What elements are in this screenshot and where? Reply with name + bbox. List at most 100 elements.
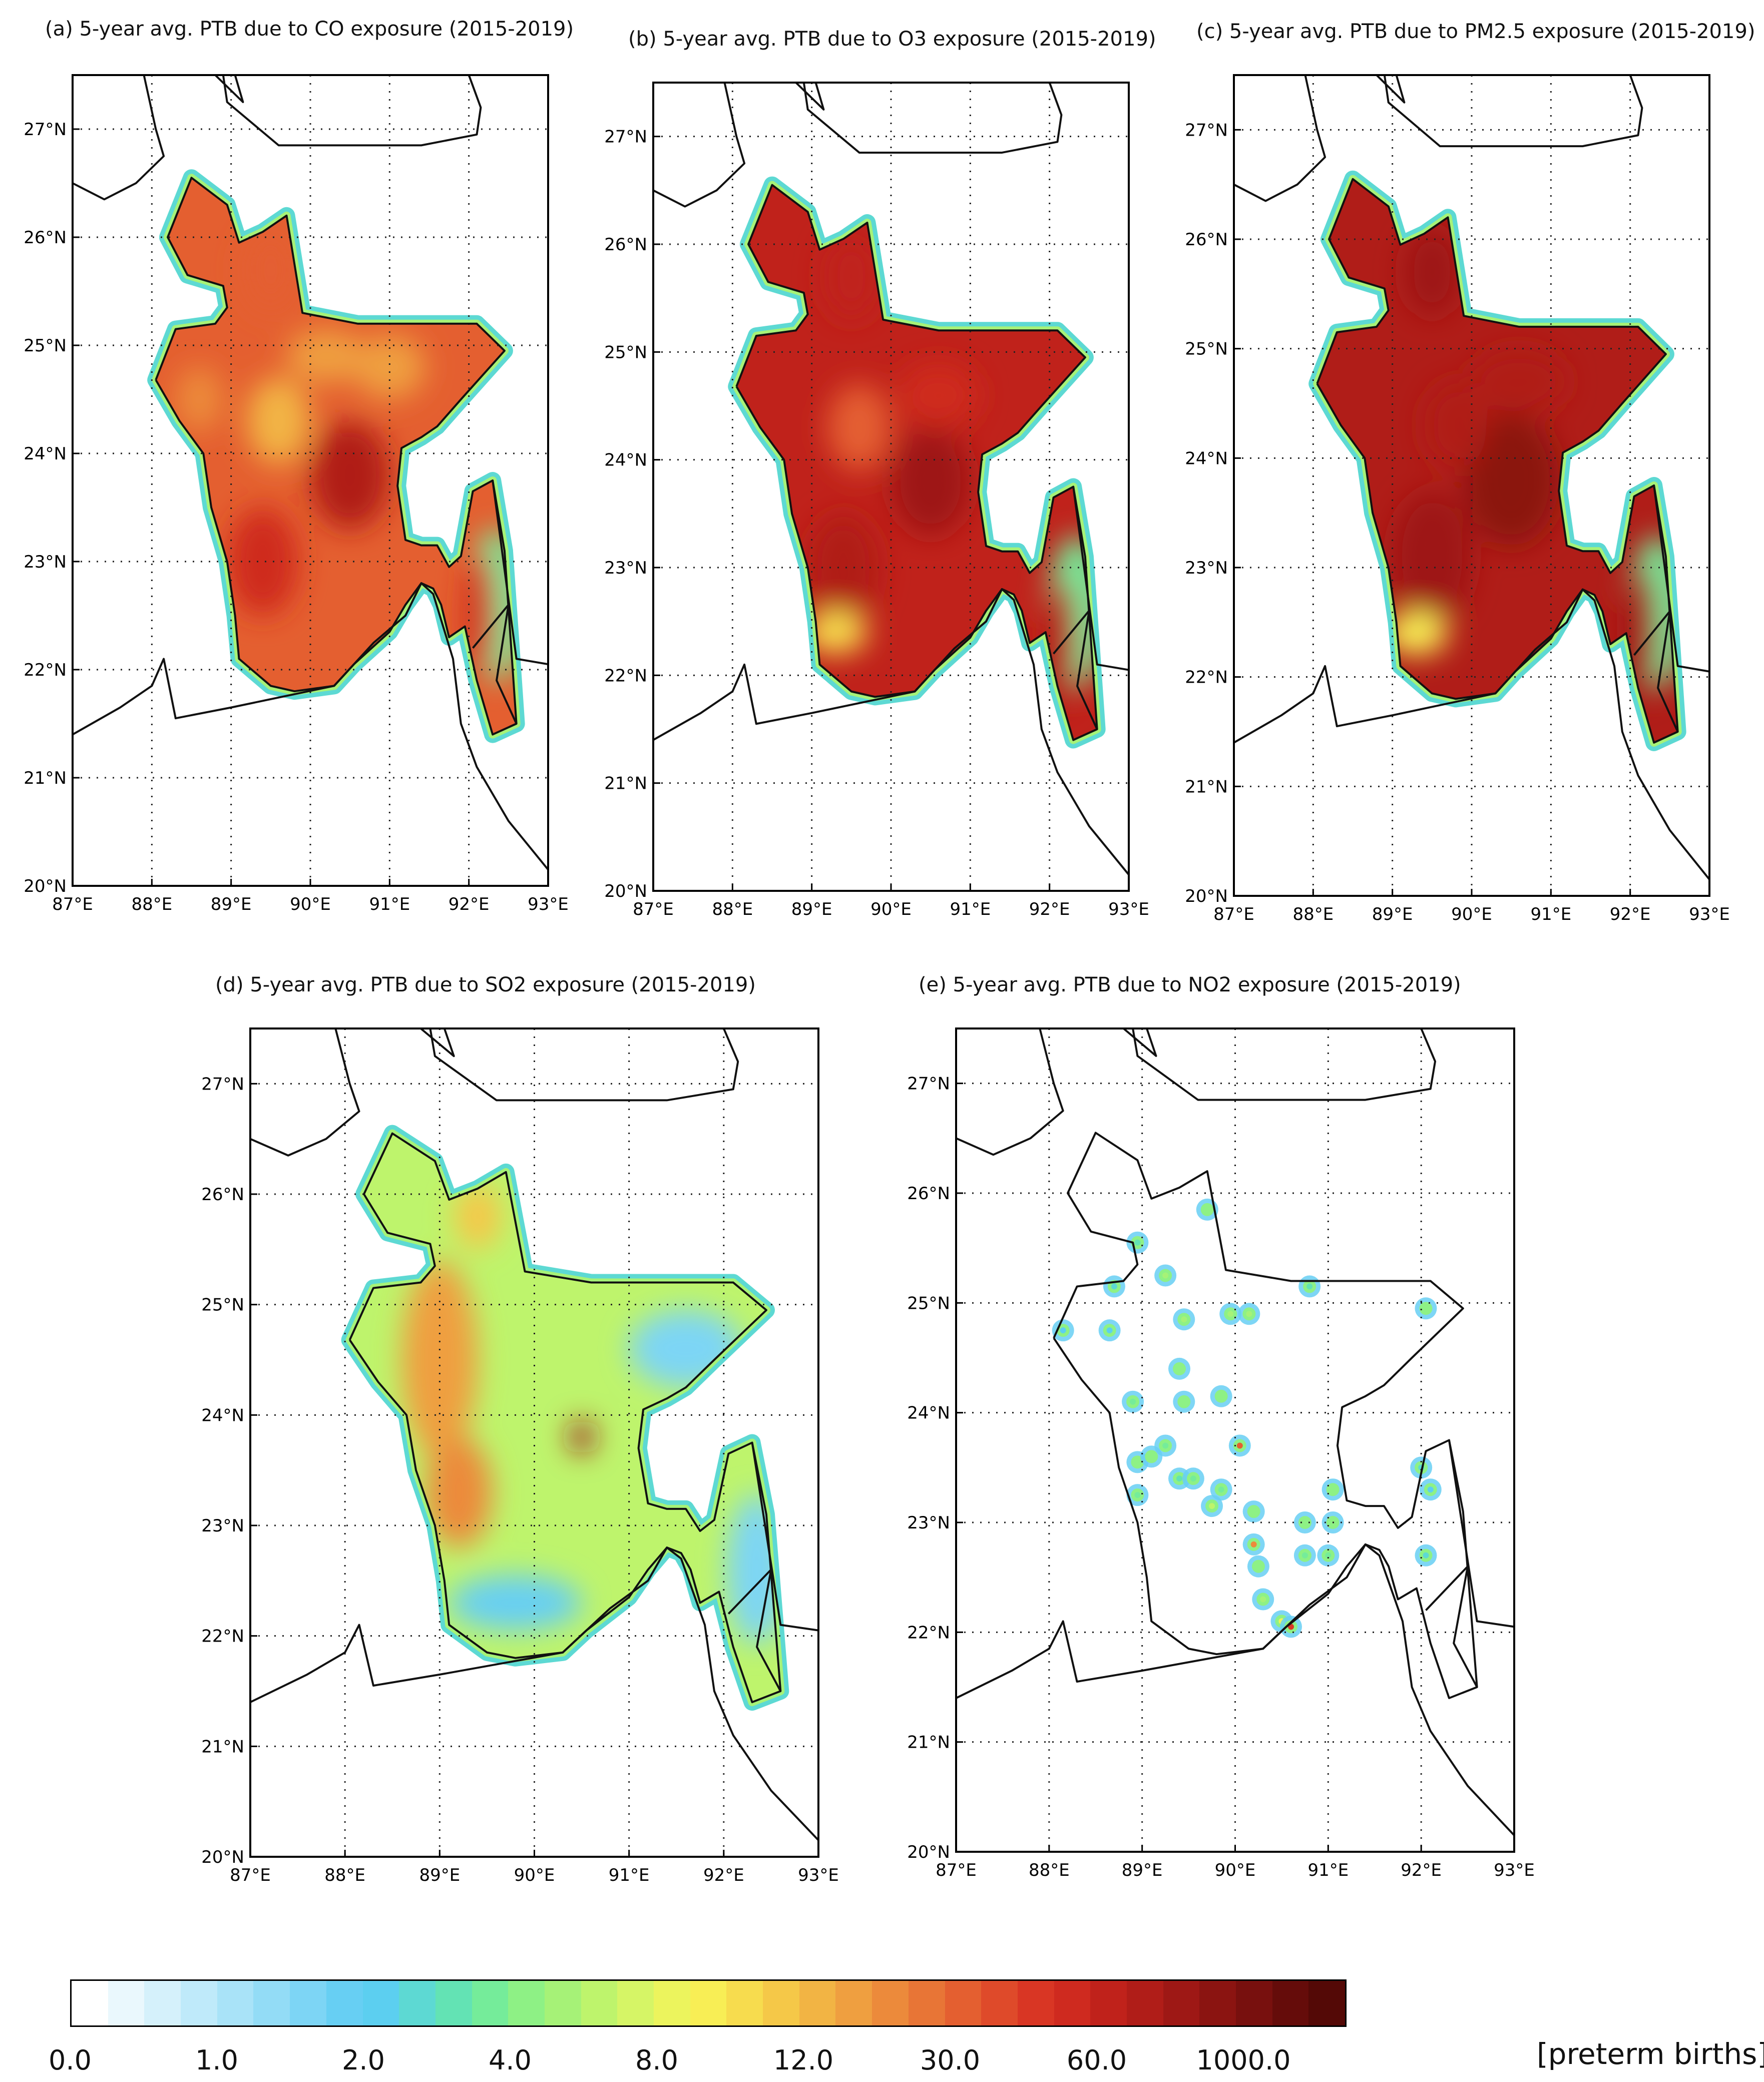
- exposure-hotspot: [570, 1420, 593, 1454]
- panel-title-b: (b) 5-year avg. PTB due to O3 exposure (…: [628, 28, 1156, 51]
- lon-tick-label: 88°E: [131, 894, 172, 914]
- coastline-boundary: [72, 75, 165, 201]
- coastline-boundary: [492, 480, 549, 666]
- lon-tick-label: 93°E: [1689, 904, 1729, 924]
- colorbar-swatch: [544, 1981, 581, 2025]
- colorbar-tick-label: 12.0: [773, 2044, 834, 2076]
- bangladesh-boundary: [348, 1132, 782, 1704]
- lat-tick-label: 23°N: [24, 552, 67, 572]
- colorbar-swatch: [690, 1981, 727, 2025]
- colorbar-swatch: [981, 1981, 1018, 2025]
- coastline-boundary: [420, 1027, 455, 1058]
- lat-tick-label: 21°N: [604, 774, 647, 794]
- coastline-boundary: [956, 1543, 1515, 1836]
- colorbar-swatch: [399, 1981, 435, 2025]
- lon-tick-label: 92°E: [1029, 899, 1070, 919]
- colorbar-tick-label: 4.0: [489, 2044, 532, 2076]
- lat-tick-label: 25°N: [604, 342, 647, 362]
- colorbar-swatch: [362, 1981, 399, 2025]
- lat-tick-label: 20°N: [1185, 886, 1228, 906]
- lon-tick-label: 90°E: [1451, 904, 1492, 924]
- lon-tick-label: 89°E: [419, 1865, 460, 1885]
- coastline-boundary: [429, 1028, 739, 1102]
- exposure-hotspot: [827, 384, 891, 471]
- lon-tick-label: 90°E: [1215, 1860, 1256, 1880]
- lon-tick-label: 93°E: [528, 894, 568, 914]
- exposure-hotspot: [449, 1575, 582, 1631]
- colorbar-swatch: [1126, 1981, 1163, 2025]
- lon-tick-label: 87°E: [936, 1860, 977, 1880]
- coastline-boundary: [1233, 588, 1710, 880]
- colorbar-swatch: [763, 1981, 799, 2025]
- lat-tick-label: 27°N: [24, 120, 67, 140]
- lon-tick-label: 93°E: [1108, 899, 1149, 919]
- map-panel-c: 87°E 88°E 89°E 90°E 91°E 92°E 93°E 20°N 21°N 22°N…: [1185, 74, 1729, 924]
- lat-tick-label: 22°N: [24, 660, 67, 680]
- lat-tick-label: 27°N: [604, 127, 647, 147]
- colorbar: [70, 1979, 1347, 2027]
- panel-title-e: (e) 5-year avg. PTB due to NO2 exposure …: [919, 973, 1461, 996]
- exposure-hotspot: [891, 427, 971, 536]
- colorbar-swatch: [1199, 1981, 1236, 2025]
- lon-tick-label: 89°E: [1122, 1860, 1163, 1880]
- lon-tick-label: 88°E: [324, 1865, 365, 1885]
- lon-tick-label: 87°E: [52, 894, 93, 914]
- colorbar-swatch: [654, 1981, 690, 2025]
- lon-tick-label: 91°E: [369, 894, 410, 914]
- colorbar-swatch: [1090, 1981, 1127, 2025]
- lon-tick-label: 87°E: [633, 899, 674, 919]
- colorbar-tick-label: 60.0: [1066, 2044, 1127, 2076]
- lat-tick-label: 25°N: [201, 1295, 244, 1315]
- lon-tick-label: 92°E: [703, 1865, 744, 1885]
- map-panel-a: 87°E 88°E 89°E 90°E 91°E 92°E 93°E 20°N 21°N 22°N…: [24, 74, 568, 914]
- panel-title-c: (c) 5-year avg. PTB due to PM2.5 exposur…: [1196, 20, 1755, 43]
- coastline-boundary: [472, 604, 518, 724]
- lon-tick-label: 92°E: [1401, 1860, 1442, 1880]
- colorbar-swatch: [217, 1981, 254, 2025]
- lat-tick-label: 27°N: [1185, 120, 1228, 140]
- lat-tick-label: 25°N: [907, 1293, 950, 1313]
- exposure-hotspot: [247, 377, 310, 464]
- exposure-hotspot: [807, 513, 879, 622]
- exposure-hotspot: [899, 362, 979, 428]
- lon-tick-label: 91°E: [1530, 904, 1571, 924]
- lat-tick-label: 24°N: [907, 1403, 950, 1423]
- lon-tick-label: 92°E: [449, 894, 490, 914]
- colorbar-swatch: [872, 1981, 909, 2025]
- colorbar-swatch: [908, 1981, 945, 2025]
- lat-tick-label: 25°N: [1185, 339, 1228, 359]
- coastline-boundary: [802, 82, 1063, 154]
- colorbar-swatch: [181, 1981, 217, 2025]
- exposure-hotspot: [227, 507, 299, 616]
- colorbar-swatch: [1236, 1981, 1272, 2025]
- lat-tick-label: 20°N: [201, 1847, 244, 1867]
- colorbar-tick-label: 1000.0: [1196, 2044, 1291, 2076]
- lat-tick-label: 21°N: [201, 1737, 244, 1757]
- lat-tick-label: 22°N: [201, 1627, 244, 1647]
- lon-tick-label: 87°E: [1213, 904, 1254, 924]
- lon-tick-label: 91°E: [609, 1865, 650, 1885]
- lon-tick-label: 89°E: [211, 894, 252, 914]
- colorbar-swatch: [945, 1981, 982, 2025]
- colorbar-swatch: [726, 1981, 763, 2025]
- lon-tick-label: 93°E: [798, 1865, 838, 1885]
- coastline-boundary: [1448, 1440, 1515, 1628]
- coastline-boundary: [727, 1569, 782, 1692]
- coastline-boundary: [1383, 75, 1643, 148]
- lat-tick-label: 21°N: [1185, 777, 1228, 797]
- colorbar-swatch: [617, 1981, 654, 2025]
- coastline-boundary: [795, 82, 825, 111]
- colorbar-unit-label: [preterm births]: [1537, 2037, 1764, 2071]
- colorbar-swatch: [253, 1981, 290, 2025]
- coastline-boundary: [653, 82, 746, 208]
- colorbar-swatch: [290, 1981, 326, 2025]
- coastline-boundary: [72, 582, 549, 870]
- colorbar-swatch: [435, 1981, 472, 2025]
- lon-tick-label: 90°E: [514, 1865, 555, 1885]
- exposure-hotspot: [243, 226, 299, 313]
- colorbar-swatch: [1163, 1981, 1200, 2025]
- lon-tick-label: 90°E: [290, 894, 331, 914]
- exposure-hotspot: [454, 1183, 502, 1250]
- lon-tick-label: 92°E: [1610, 904, 1651, 924]
- lat-tick-label: 24°N: [201, 1405, 244, 1425]
